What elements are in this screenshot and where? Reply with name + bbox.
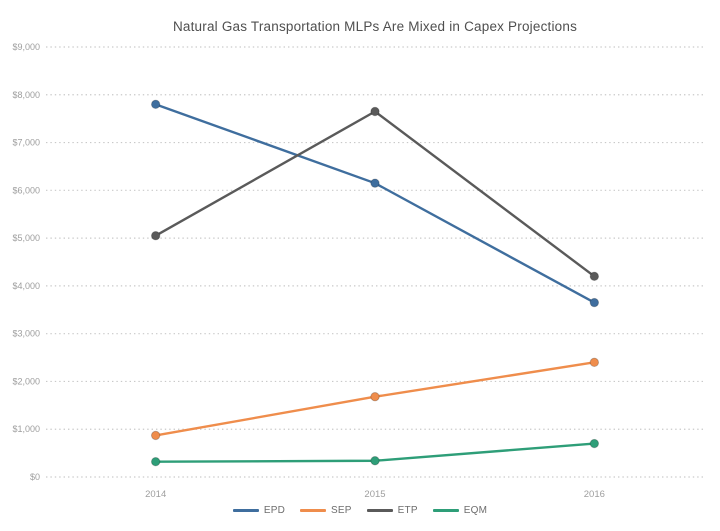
legend-swatch-etp-icon xyxy=(366,509,393,512)
y-axis-tick-label: $5,000 xyxy=(12,233,40,243)
data-point-etp-2015 xyxy=(370,106,380,117)
data-point-epd-2014 xyxy=(150,99,161,110)
y-axis-tick-label: $9,000 xyxy=(12,42,40,52)
legend-item-sep: SEP xyxy=(300,505,352,516)
legend-swatch-eqm-icon xyxy=(432,509,459,512)
data-point-eqm-2015 xyxy=(370,456,380,466)
x-axis-tick-label: 2015 xyxy=(364,489,385,500)
legend-label: EQM xyxy=(463,505,488,516)
y-axis-tick-label: $4,000 xyxy=(12,281,40,291)
data-point-etp-2016 xyxy=(589,271,600,282)
legend-label: SEP xyxy=(331,505,352,516)
legend-swatch-epd-icon xyxy=(232,509,259,512)
legend-swatch-sep-icon xyxy=(300,509,327,512)
chart-legend: EPD SEP ETP EQM xyxy=(0,505,720,516)
y-axis-tick-label: $1,000 xyxy=(12,424,40,434)
legend-label: EPD xyxy=(263,505,286,516)
y-axis-tick-label: $8,000 xyxy=(12,90,40,100)
x-axis-tick-label: 2016 xyxy=(584,489,605,500)
data-point-epd-2015 xyxy=(370,178,380,188)
y-axis-tick-label: $0 xyxy=(30,472,40,482)
legend-item-etp: ETP xyxy=(366,505,418,516)
y-axis-tick-label: $2,000 xyxy=(12,376,40,386)
series-line-etp xyxy=(154,110,596,278)
data-point-eqm-2016 xyxy=(589,438,600,449)
x-axis-tick-label: 2014 xyxy=(145,489,166,500)
chart-title: Natural Gas Transportation MLPs Are Mixe… xyxy=(172,19,578,34)
data-point-sep-2016 xyxy=(589,357,600,368)
legend-item-eqm: EQM xyxy=(432,505,488,516)
y-axis-tick-label: $7,000 xyxy=(12,138,40,148)
y-axis-tick-label: $3,000 xyxy=(12,329,40,339)
series-line-epd xyxy=(154,103,596,304)
legend-item-epd: EPD xyxy=(232,505,286,516)
data-point-epd-2016 xyxy=(589,297,600,308)
data-point-sep-2015 xyxy=(370,392,380,402)
legend-label: ETP xyxy=(397,505,418,516)
data-point-etp-2014 xyxy=(150,231,161,241)
data-point-eqm-2014 xyxy=(150,457,161,467)
y-axis-tick-label: $6,000 xyxy=(12,185,40,195)
data-point-sep-2014 xyxy=(150,430,161,441)
